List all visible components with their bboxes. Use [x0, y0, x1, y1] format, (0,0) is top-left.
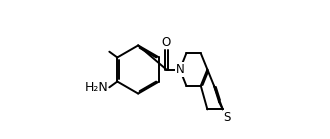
Text: N: N [176, 63, 184, 76]
Text: H₂N: H₂N [85, 81, 109, 94]
Text: S: S [223, 111, 231, 124]
Text: O: O [162, 36, 171, 49]
